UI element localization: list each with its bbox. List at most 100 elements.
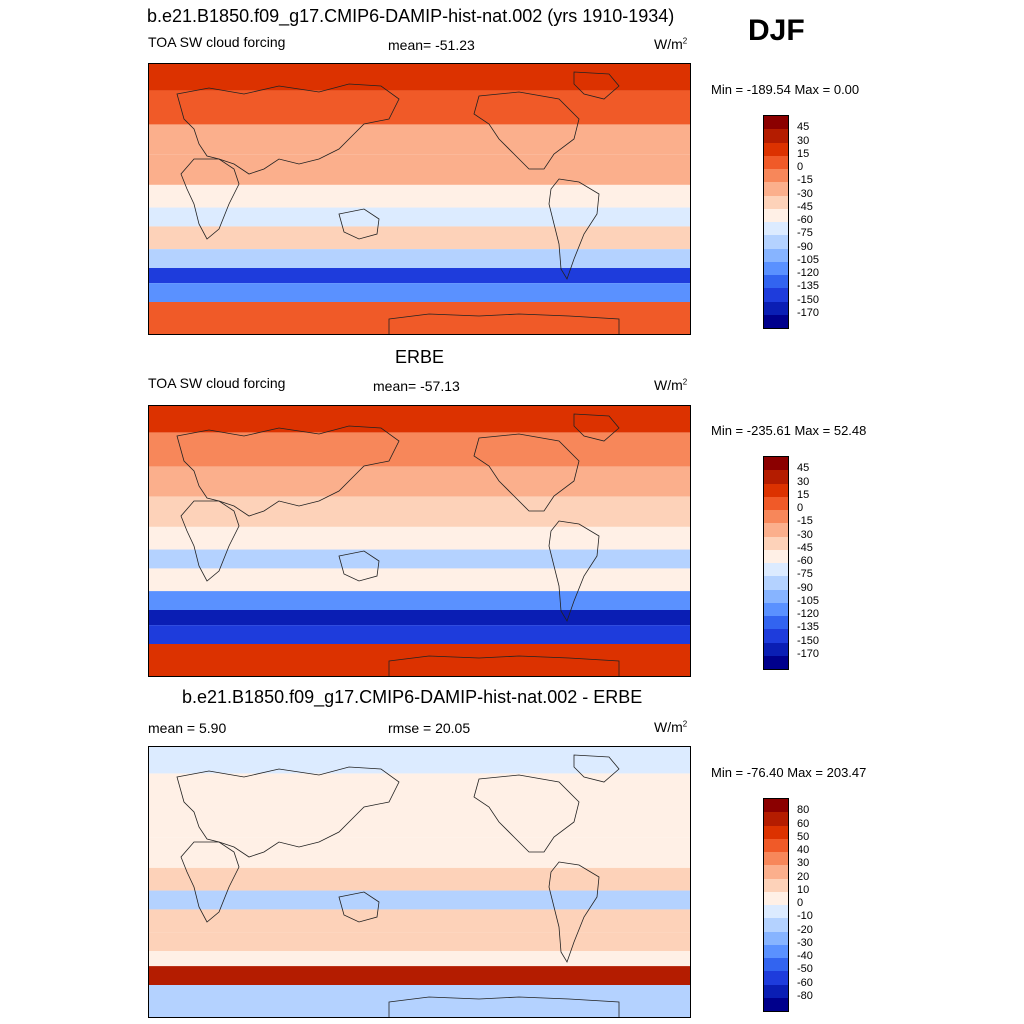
season-label: DJF — [748, 14, 805, 47]
panel2-units: W/m2 — [654, 377, 688, 393]
panel3-colorbar — [763, 798, 789, 1012]
panel1-variable-label: TOA SW cloud forcing — [148, 34, 286, 50]
colorbar-swatch — [764, 314, 788, 328]
colorbar-tick-label: -90 — [797, 240, 813, 253]
zonal-band — [149, 909, 690, 933]
coastline — [548, 178, 600, 280]
coastline — [180, 841, 240, 923]
zonal-band — [149, 591, 690, 610]
zonal-band — [149, 466, 690, 497]
coastline — [388, 996, 620, 1017]
zonal-band — [149, 64, 690, 91]
colorbar-swatch — [764, 261, 788, 275]
colorbar-swatch — [764, 208, 788, 222]
coastline — [573, 413, 620, 442]
colorbar-swatch — [764, 235, 788, 249]
colorbar-tick-label: -30 — [797, 528, 813, 541]
colorbar-tick-label: -30 — [797, 187, 813, 200]
colorbar-tick-label: -60 — [797, 555, 813, 567]
colorbar-tick-label: -170 — [797, 306, 820, 319]
colorbar-swatch — [764, 169, 788, 183]
colorbar-tick-label: -75 — [797, 227, 813, 240]
panel3-rmse-label: rmse = 20.05 — [388, 720, 471, 736]
panel3-minmax: Min = -76.40 Max = 203.47 — [711, 765, 867, 780]
panel2-title: ERBE — [395, 347, 445, 367]
colorbar-tick-label: 0 — [797, 897, 804, 909]
colorbar-swatch — [764, 931, 788, 945]
panel1-map — [148, 63, 691, 335]
coastline — [338, 550, 380, 582]
colorbar-swatch — [764, 838, 788, 852]
colorbar-tick-label: 30 — [797, 857, 810, 870]
colorbar-swatch — [764, 984, 788, 998]
colorbar-tick-label: -40 — [797, 950, 813, 962]
colorbar-swatch — [764, 812, 788, 826]
colorbar-swatch — [764, 182, 788, 196]
colorbar-swatch — [764, 496, 788, 510]
zonal-band — [149, 226, 690, 250]
panel2-mean-label: mean= -57.13 — [373, 378, 460, 394]
colorbar-swatch — [764, 971, 788, 985]
colorbar-tick-label: 45 — [797, 121, 810, 134]
colorbar-tick-label: -15 — [797, 174, 813, 187]
colorbar-swatch — [764, 510, 788, 524]
colorbar-tick-label: 10 — [797, 883, 810, 896]
colorbar-tick-label: -135 — [797, 621, 820, 634]
zonal-band — [149, 124, 690, 155]
colorbar-swatch — [764, 195, 788, 209]
colorbar-tick-label: -60 — [797, 214, 813, 226]
zonal-band — [149, 406, 690, 433]
colorbar-swatch — [764, 576, 788, 590]
colorbar-swatch — [764, 523, 788, 537]
colorbar-swatch — [764, 616, 788, 630]
colorbar-swatch — [764, 288, 788, 302]
colorbar-tick-label: -135 — [797, 280, 820, 293]
colorbar-tick-label: -45 — [797, 200, 813, 213]
colorbar-swatch — [764, 918, 788, 932]
coastline — [338, 891, 380, 923]
coastline — [573, 71, 620, 100]
coastline — [176, 83, 400, 175]
zonal-band — [149, 837, 690, 868]
colorbar-swatch — [764, 470, 788, 484]
zonal-band — [149, 496, 690, 527]
panel1-title: b.e21.B1850.f09_g17.CMIP6-DAMIP-hist-nat… — [147, 6, 675, 26]
colorbar-tick-label: 80 — [797, 804, 810, 817]
coastline — [573, 754, 620, 783]
coastline — [176, 425, 400, 517]
panel2-map — [148, 405, 691, 677]
colorbar-tick-label: -90 — [797, 581, 813, 594]
zonal-band — [149, 773, 690, 808]
colorbar-swatch — [764, 457, 788, 471]
colorbar-swatch — [764, 997, 788, 1011]
panel1-colorbar — [763, 115, 789, 329]
zonal-band — [149, 207, 690, 227]
coastline — [548, 520, 600, 622]
panel1-minmax: Min = -189.54 Max = 0.00 — [711, 82, 860, 97]
colorbar-tick-label: -120 — [797, 267, 820, 279]
colorbar-swatch — [764, 865, 788, 879]
colorbar-tick-label: -45 — [797, 541, 813, 554]
coastline — [388, 655, 620, 676]
colorbar-tick-label: 0 — [797, 502, 804, 514]
zonal-band — [149, 890, 690, 910]
panel3-units: W/m2 — [654, 719, 688, 735]
panel1-units: W/m2 — [654, 36, 688, 52]
zonal-band — [149, 526, 690, 550]
colorbar-tick-label: 15 — [797, 147, 810, 160]
colorbar-tick-label: -10 — [797, 910, 813, 923]
colorbar-tick-label: -170 — [797, 647, 820, 660]
coastline — [176, 766, 400, 858]
zonal-band — [149, 268, 690, 284]
coastline — [180, 500, 240, 582]
panel3-mean-label: mean = 5.90 — [148, 720, 227, 736]
panel2-variable-label: TOA SW cloud forcing — [148, 375, 286, 391]
panel3-map — [148, 746, 691, 1018]
colorbar-tick-label: -150 — [797, 634, 820, 647]
colorbar-swatch — [764, 642, 788, 656]
zonal-band — [149, 867, 690, 891]
zonal-band — [149, 966, 690, 985]
colorbar-swatch — [764, 891, 788, 905]
colorbar-tick-label: 20 — [797, 870, 810, 883]
colorbar-tick-label: -30 — [797, 936, 813, 949]
